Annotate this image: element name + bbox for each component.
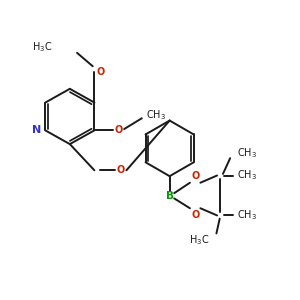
Text: B: B — [166, 191, 174, 201]
Text: O: O — [115, 125, 123, 135]
Text: O: O — [96, 67, 104, 77]
Text: CH$_3$: CH$_3$ — [237, 208, 257, 222]
Text: O: O — [191, 210, 199, 220]
Text: H$_3$C: H$_3$C — [32, 40, 52, 54]
Text: H$_3$C: H$_3$C — [189, 233, 209, 247]
Text: CH$_3$: CH$_3$ — [237, 146, 257, 160]
Text: CH$_3$: CH$_3$ — [237, 169, 257, 182]
Text: O: O — [191, 171, 199, 181]
Text: O: O — [116, 165, 125, 175]
Text: N: N — [32, 125, 41, 135]
Text: CH$_3$: CH$_3$ — [146, 108, 166, 122]
